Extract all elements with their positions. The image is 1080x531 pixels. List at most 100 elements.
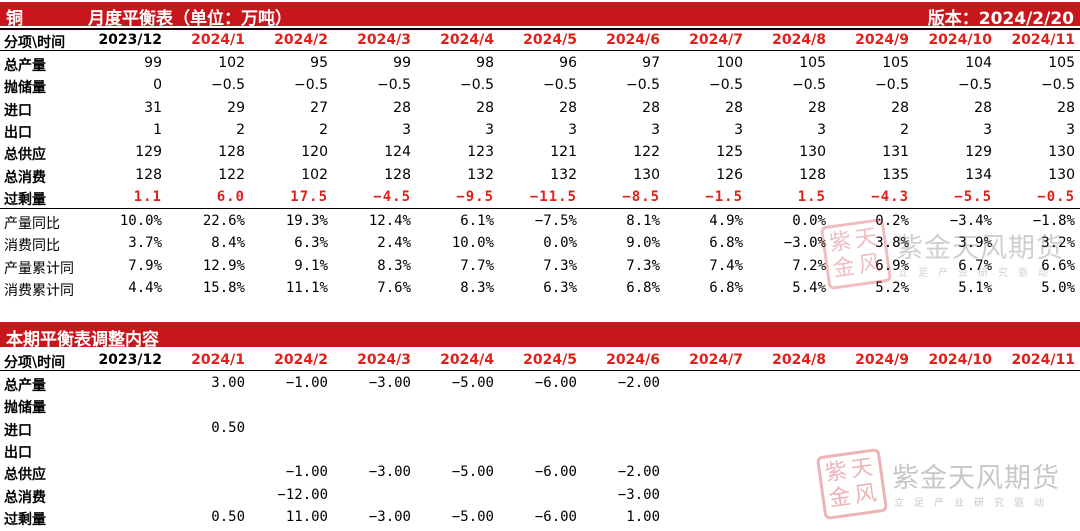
table-cell: 5.0% (1041, 279, 1075, 296)
table-cell: −6.00 (534, 375, 577, 391)
table-cell: 135 (882, 166, 909, 183)
table-cell: 11.00 (285, 508, 328, 525)
table-cell: 132 (467, 166, 494, 183)
table-cell: −3.00 (368, 464, 411, 481)
table-cell: 0.2% (875, 213, 909, 229)
table-cell: 8.4% (211, 235, 245, 252)
table-row: 过剩量 0.50 11.00 −3.00 −5.00 −6.00 1.00 (0, 506, 1080, 528)
table-cell: 9.1% (294, 257, 328, 274)
header-date: 2024/8 (772, 352, 826, 368)
table-cell: 3.00 (211, 375, 245, 391)
table-cell: 28 (1057, 99, 1075, 116)
table-cell: 130 (1048, 144, 1075, 161)
table-cell: 22.6% (202, 213, 245, 229)
table-cell: 6.9% (875, 257, 909, 274)
table-cell: 5.1% (958, 279, 992, 296)
table-cell: 129 (135, 144, 162, 161)
table-cell: 0.0% (792, 213, 826, 229)
table-cell: 99 (144, 55, 162, 71)
table-cell: 7.6% (377, 279, 411, 296)
row-label: 消费同比 (4, 238, 60, 255)
table1-title: 月度平衡表（单位：万吨） (88, 9, 292, 29)
table-cell: −3.0% (783, 235, 826, 252)
row-label: 出口 (4, 124, 32, 141)
table-cell: 105 (882, 55, 909, 71)
table-cell: 7.7% (460, 257, 494, 274)
table-cell: 28 (476, 99, 494, 116)
table-cell: 4.4% (128, 279, 162, 296)
row-label: 进口 (4, 102, 32, 119)
table-row: 进口 31 29 27 28 28 28 28 28 28 28 28 28 (0, 97, 1080, 119)
watermark-logo: 紫天 金风 紫金天风期货 立足产业研究驱动 (819, 217, 1074, 292)
header-date: 2024/3 (357, 32, 411, 48)
table-cell: −2.00 (617, 375, 660, 391)
table-cell: 97 (642, 55, 660, 71)
table-row: 出口 1 2 2 3 3 3 3 3 3 2 3 3 (0, 119, 1080, 141)
table-cell: −0.5 (294, 77, 328, 94)
table-cell: −0.5 (1041, 77, 1075, 94)
header-date: 2024/3 (357, 352, 411, 368)
table-row: 产量同比 10.0% 22.6% 19.3% 12.4% 6.1% −7.5% 8.1% 4.9… (0, 210, 1080, 232)
table-cell: 11.1% (285, 279, 328, 296)
watermark-slogan-2: 立足产业研究驱动 (894, 498, 1054, 509)
table-cell: −6.00 (534, 464, 577, 481)
table-cell: 28 (725, 99, 743, 116)
table-cell: −0.5 (626, 77, 660, 94)
table-cell: 3 (651, 121, 660, 138)
table-cell: 1.00 (626, 508, 660, 525)
table-row: 抛储量 0 −0.5 −0.5 −0.5 −0.5 −0.5 −0.5 −0.5 −0.5 −0.5… (0, 74, 1080, 96)
table-row: 总供应 129 128 120 124 123 121 122 125 130 131 129 130 (0, 141, 1080, 163)
table-cell: −1.5 (705, 188, 743, 205)
table-cell: −3.4% (949, 213, 992, 229)
table-cell: 6.3% (294, 235, 328, 252)
header-date: 2024/8 (772, 32, 826, 48)
table-cell: 2.4% (377, 235, 411, 252)
table-cell: −1.00 (285, 375, 328, 391)
header-date: 2024/10 (928, 352, 992, 368)
table-cell: 9.0% (626, 235, 660, 252)
row-label: 过剩量 (4, 191, 46, 208)
table-cell: 3 (734, 121, 743, 138)
table-row: 消费同比 3.7% 8.4% 6.3% 2.4% 10.0% 0.0% 9.0% 6.8% −3.… (0, 232, 1080, 254)
header-date: 2024/9 (855, 32, 909, 48)
table-cell: 15.8% (202, 279, 245, 296)
table-cell: 130 (633, 166, 660, 183)
table-cell: 3 (402, 121, 411, 138)
table-cell: 0.0% (543, 235, 577, 252)
table-cell: 1.1 (133, 188, 162, 205)
table-row: 抛储量 (0, 394, 1080, 416)
table-cell: 3.2% (1041, 235, 1075, 252)
table-cell: 1.5 (797, 188, 826, 205)
table-cell: 12.4% (368, 213, 411, 229)
table-cell: 0 (153, 77, 162, 94)
table-cell: 3 (485, 121, 494, 138)
table-cell: −0.5 (211, 77, 245, 94)
table-cell: −0.5 (958, 77, 992, 94)
table-cell: 2 (236, 121, 245, 138)
table-row: 总消费 128 122 102 128 132 132 130 126 128 135 134 130 (0, 164, 1080, 186)
table-cell: 5.4% (792, 279, 826, 296)
table-cell: 122 (633, 144, 660, 161)
table-cell: −3.00 (368, 508, 411, 525)
table-cell: 10.0% (451, 235, 494, 252)
table-cell: 6.1% (460, 213, 494, 229)
row-label: 消费累计同 (4, 282, 74, 299)
table-cell: 6.7% (958, 257, 992, 274)
table-cell: −7.5% (534, 213, 577, 229)
row-label: 总产量 (4, 58, 46, 74)
table-cell: 28 (891, 99, 909, 116)
table-cell: 5.2% (875, 279, 909, 296)
table-cell: 10.0% (119, 213, 162, 229)
table-cell: −1.00 (285, 464, 328, 481)
header-label: 分项\时间 (4, 35, 66, 51)
table-cell: 125 (716, 144, 743, 161)
table-cell: −5.00 (451, 375, 494, 391)
table-cell: −3.00 (368, 375, 411, 391)
header-date: 2024/2 (274, 32, 328, 48)
header-date: 2024/11 (1011, 32, 1075, 48)
row-label: 进口 (4, 422, 32, 439)
table-cell: 99 (393, 55, 411, 71)
table-cell: 29 (227, 99, 245, 116)
watermark-slogan: 立足产业研究驱动 (898, 268, 1058, 279)
table-row: 总产量 99 102 95 99 98 96 97 100 105 105 104 105 (0, 52, 1080, 74)
